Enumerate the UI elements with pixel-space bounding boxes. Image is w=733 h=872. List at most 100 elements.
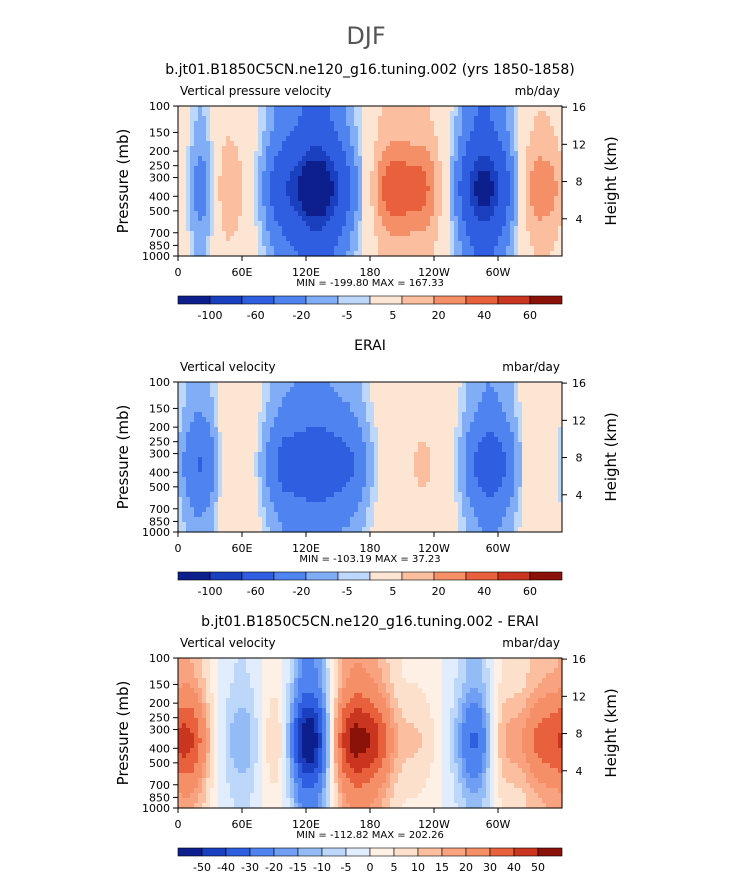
heatmap-cell — [406, 397, 411, 403]
heatmap-cell — [210, 427, 215, 433]
heatmap-cell — [442, 402, 447, 408]
heatmap-cell — [198, 186, 203, 192]
heatmap-cell — [554, 156, 559, 162]
heatmap-cell — [494, 231, 499, 237]
heatmap-cell — [242, 457, 247, 463]
heatmap-cell — [278, 457, 283, 463]
heatmap-cell — [558, 141, 563, 147]
heatmap-cell — [542, 407, 547, 413]
heatmap-cell — [358, 111, 363, 117]
heatmap-cell — [398, 467, 403, 473]
heatmap-cell — [498, 196, 503, 202]
heatmap-cell — [482, 467, 487, 473]
heatmap-cell — [462, 447, 467, 453]
heatmap-cell — [434, 156, 439, 162]
heatmap-cell — [326, 201, 331, 207]
heatmap-cell — [426, 216, 431, 222]
heatmap-cell — [482, 196, 487, 202]
heatmap-cell — [230, 176, 235, 182]
heatmap-cell — [198, 241, 203, 247]
heatmap-cell — [422, 477, 427, 483]
heatmap-cell — [526, 452, 531, 458]
heatmap-cell — [190, 412, 195, 418]
heatmap-cell — [462, 156, 467, 162]
heatmap-cell — [298, 161, 303, 167]
heatmap-cell — [542, 246, 547, 252]
heatmap-cell — [266, 221, 271, 227]
heatmap-cell — [530, 437, 535, 443]
heatmap-cell — [194, 226, 199, 232]
heatmap-cell — [434, 236, 439, 242]
heatmap-cell — [478, 141, 483, 147]
heatmap-cell — [222, 141, 227, 147]
heatmap-cell — [510, 181, 515, 187]
heatmap-cell — [298, 211, 303, 217]
heatmap-cell — [190, 422, 195, 428]
heatmap-cell — [462, 382, 467, 388]
heatmap-cell — [418, 236, 423, 242]
heatmap-cell — [498, 146, 503, 152]
heatmap-cell — [238, 402, 243, 408]
heatmap-cell — [406, 156, 411, 162]
heatmap-cell — [246, 151, 251, 157]
heatmap-cell — [454, 166, 459, 172]
heatmap-cell — [326, 417, 331, 423]
heatmap-cell — [526, 181, 531, 187]
heatmap-cell — [226, 186, 231, 192]
heatmap-cell — [390, 141, 395, 147]
heatmap-cell — [470, 457, 475, 463]
heatmap-cell — [258, 407, 263, 413]
heatmap-cell — [430, 432, 435, 438]
heatmap-cell — [338, 221, 343, 227]
heatmap-cell — [470, 126, 475, 132]
heatmap-cell — [330, 432, 335, 438]
heatmap-cell — [470, 412, 475, 418]
heatmap-cell — [430, 166, 435, 172]
heatmap-cell — [290, 442, 295, 448]
heatmap-cell — [194, 216, 199, 222]
heatmap-cell — [334, 251, 339, 257]
heatmap-cell — [514, 171, 519, 177]
heatmap-cell — [454, 226, 459, 232]
heatmap-cell — [426, 432, 431, 438]
heatmap-cell — [242, 156, 247, 162]
heatmap-cell — [190, 136, 195, 142]
heatmap-cell — [442, 181, 447, 187]
heatmap-cell — [218, 211, 223, 217]
heatmap-cell — [298, 472, 303, 478]
heatmap-cell — [234, 241, 239, 247]
heatmap-cell — [186, 161, 191, 167]
heatmap-cell — [410, 457, 415, 463]
heatmap-cell — [546, 186, 551, 192]
heatmap-cell — [194, 477, 199, 483]
heatmap-cell — [478, 477, 483, 483]
heatmap-cell — [334, 442, 339, 448]
heatmap-cell — [454, 241, 459, 247]
heatmap-cell — [474, 432, 479, 438]
heatmap-cell — [202, 151, 207, 157]
heatmap-cell — [426, 206, 431, 212]
heatmap-cell — [438, 236, 443, 242]
heatmap-cell — [514, 432, 519, 438]
heatmap-cell — [366, 432, 371, 438]
heatmap-cell — [198, 472, 203, 478]
heatmap-cell — [398, 146, 403, 152]
heatmap-cell — [290, 246, 295, 252]
heatmap-cell — [186, 442, 191, 448]
heatmap-cell — [422, 246, 427, 252]
heatmap-cell — [362, 387, 367, 393]
heatmap-cell — [274, 141, 279, 147]
heatmap-cell — [314, 166, 319, 172]
heatmap-cell — [526, 412, 531, 418]
heatmap-cell — [530, 447, 535, 453]
heatmap-cell — [306, 462, 311, 468]
heatmap-cell — [258, 487, 263, 493]
heatmap-cell — [546, 236, 551, 242]
heatmap-cell — [550, 482, 555, 488]
heatmap-cell — [390, 472, 395, 478]
heatmap-cell — [418, 121, 423, 127]
heatmap-cell — [334, 412, 339, 418]
heatmap-cell — [242, 241, 247, 247]
heatmap-cell — [426, 161, 431, 167]
heatmap-cell — [418, 221, 423, 227]
